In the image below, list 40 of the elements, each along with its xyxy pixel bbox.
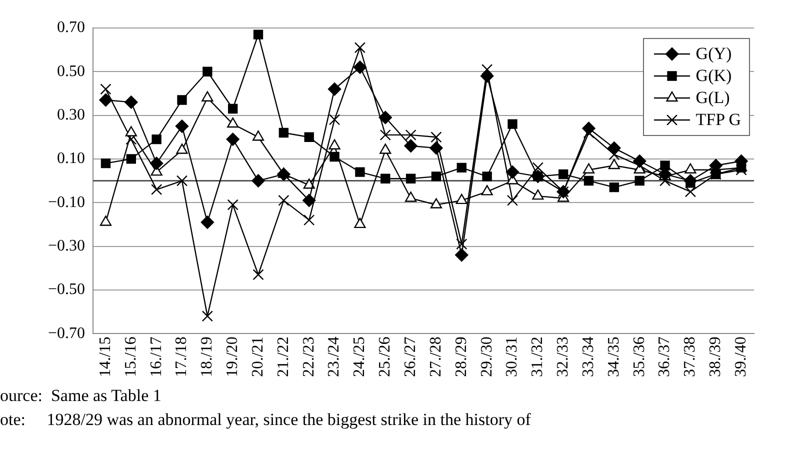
x-tick-label: 30./31 xyxy=(504,336,521,378)
x-tick-label: 31./32 xyxy=(529,336,546,378)
x-tick-label: 25./26 xyxy=(376,336,394,378)
y-tick-label: 0.50 xyxy=(57,62,86,80)
legend-label: G(L) xyxy=(696,87,730,109)
x-tick-label: 26./27 xyxy=(402,336,420,378)
y-tick-label: −0.70 xyxy=(48,324,86,342)
x-tick-label: 29./30 xyxy=(478,336,496,378)
x-tick-label: 37./38 xyxy=(682,336,699,378)
x-tick-label: 39./40 xyxy=(732,336,750,378)
x-tick-label: 33./34 xyxy=(580,336,597,378)
x-tick-label: 21./22 xyxy=(274,336,292,378)
legend-label: TFP G xyxy=(696,109,741,131)
text: ource: Same as Table 1 xyxy=(0,385,162,407)
y-tick-label: 0.10 xyxy=(57,150,86,168)
x-tick-label: 32./33 xyxy=(554,336,572,378)
x-tick-label: 22./23 xyxy=(300,336,318,378)
x-tick-label: 14./15 xyxy=(96,336,114,378)
x-tick-label: 28./29 xyxy=(452,336,470,378)
x-tick-label: 23./24 xyxy=(326,336,343,378)
legend-label: G(K) xyxy=(696,65,732,87)
x-tick-label: 34./35 xyxy=(605,336,622,378)
y-tick-label: 0.30 xyxy=(57,106,86,124)
y-tick-label: −0.50 xyxy=(48,281,86,298)
x-tick-label: 18./19 xyxy=(198,336,216,378)
y-tick-label: −0.30 xyxy=(48,237,86,254)
x-tick-label: 16./17 xyxy=(148,336,165,378)
x-tick-label: 27./28 xyxy=(427,336,444,378)
x-tick-label: 15./16 xyxy=(122,336,140,378)
y-tick-label: −0.10 xyxy=(48,194,86,211)
text: ote: 1928/29 was an abnormal year, since the biggest strike in the history of xyxy=(0,409,531,431)
x-tick-label: 20./21 xyxy=(249,336,266,378)
legend-label: G(Y) xyxy=(696,43,732,65)
x-tick-label: 19./20 xyxy=(224,336,242,378)
x-tick-label: 36./37 xyxy=(656,336,674,378)
x-tick-label: 35./36 xyxy=(630,336,648,378)
x-tick-label: 24./25 xyxy=(351,336,368,378)
x-tick-label: 38./39 xyxy=(707,336,724,378)
y-tick-label: 0.70 xyxy=(57,19,86,36)
x-tick-label: 17./18 xyxy=(173,336,190,378)
